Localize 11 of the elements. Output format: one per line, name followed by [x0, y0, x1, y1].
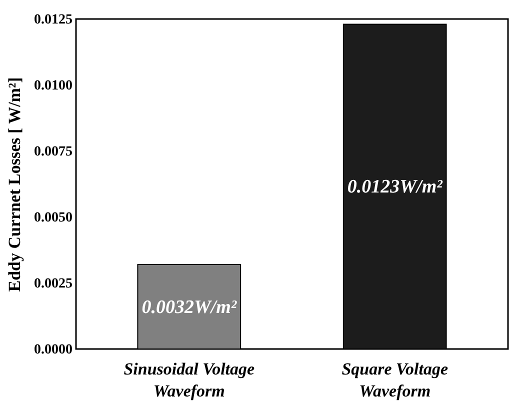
y-axis-title: Eddy Currnet Losses [ W/m²]: [5, 77, 24, 292]
y-tick-label: 0.0100: [34, 78, 72, 94]
data-label: 0.0123W/m²: [347, 176, 444, 198]
y-tick-label: 0.0000: [34, 342, 72, 358]
data-label: 0.0032W/m²: [142, 296, 238, 318]
y-tick-label: 0.0025: [34, 276, 72, 292]
y-tick-label: 0.0125: [34, 12, 72, 28]
x-tick-label: Square Voltage Waveform: [342, 360, 448, 400]
x-tick-label: Sinusoidal Voltage Waveform: [124, 360, 256, 400]
y-tick-label: 0.0075: [34, 144, 72, 160]
y-tick-label: 0.0050: [34, 210, 72, 226]
